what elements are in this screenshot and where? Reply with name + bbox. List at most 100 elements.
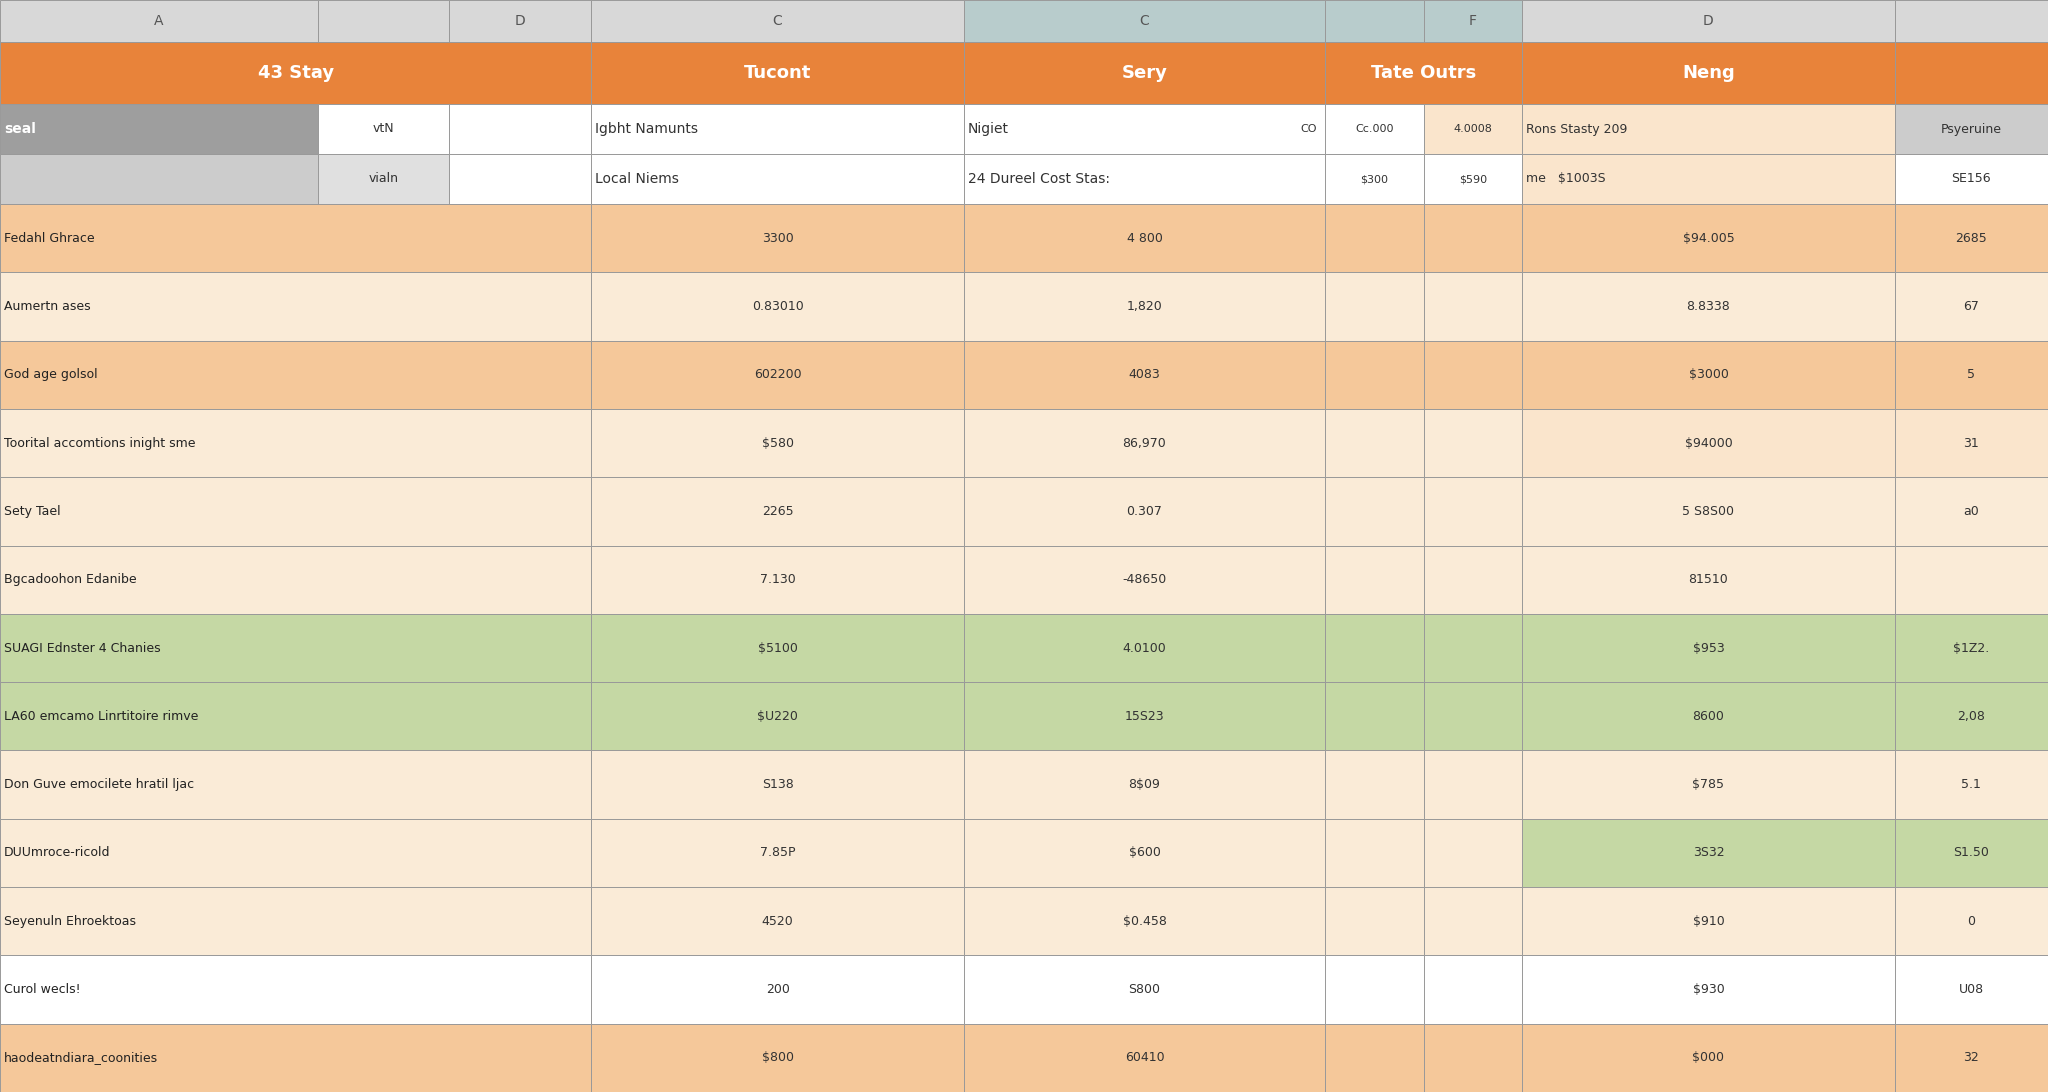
Text: Nigiet: Nigiet bbox=[969, 122, 1010, 136]
Bar bbox=[0, 0, 317, 41]
Bar bbox=[1522, 750, 1894, 819]
Bar bbox=[592, 477, 965, 546]
Bar bbox=[1423, 614, 1522, 682]
Bar bbox=[965, 819, 1325, 887]
Text: Rons Stasty 209: Rons Stasty 209 bbox=[1526, 122, 1628, 135]
Bar bbox=[0, 887, 592, 956]
Bar bbox=[592, 682, 965, 750]
Text: 0: 0 bbox=[1968, 915, 1976, 928]
Bar bbox=[965, 546, 1325, 614]
Text: $600: $600 bbox=[1128, 846, 1161, 859]
Text: God age golsol: God age golsol bbox=[4, 368, 98, 381]
Bar bbox=[1325, 819, 1423, 887]
Text: Sery: Sery bbox=[1122, 64, 1167, 82]
Text: Fedahl Ghrace: Fedahl Ghrace bbox=[4, 232, 94, 245]
Bar bbox=[592, 204, 965, 272]
Bar bbox=[965, 1023, 1325, 1092]
Bar bbox=[0, 41, 592, 104]
Bar bbox=[0, 1023, 592, 1092]
Text: $000: $000 bbox=[1692, 1052, 1724, 1065]
Bar bbox=[592, 408, 965, 477]
Bar bbox=[1423, 546, 1522, 614]
Text: 4520: 4520 bbox=[762, 915, 793, 928]
Text: F: F bbox=[1468, 14, 1477, 28]
Bar bbox=[1423, 750, 1522, 819]
Bar bbox=[592, 750, 965, 819]
Bar bbox=[1894, 408, 2048, 477]
Bar bbox=[965, 341, 1325, 408]
Bar bbox=[449, 104, 592, 154]
Bar bbox=[592, 1023, 965, 1092]
Text: LA60 emcamo Linrtitoire rimve: LA60 emcamo Linrtitoire rimve bbox=[4, 710, 199, 723]
Text: 32: 32 bbox=[1964, 1052, 1978, 1065]
Bar bbox=[317, 0, 449, 41]
Bar bbox=[0, 154, 317, 204]
Bar bbox=[1325, 887, 1423, 956]
Bar bbox=[1325, 956, 1423, 1023]
Bar bbox=[317, 154, 449, 204]
Bar bbox=[1325, 204, 1423, 272]
Bar bbox=[317, 104, 449, 154]
Bar bbox=[0, 104, 317, 154]
Text: $785: $785 bbox=[1692, 779, 1724, 791]
Text: Don Guve emocilete hratil ljac: Don Guve emocilete hratil ljac bbox=[4, 779, 195, 791]
Bar bbox=[1423, 477, 1522, 546]
Bar bbox=[592, 956, 965, 1023]
Bar bbox=[0, 614, 592, 682]
Bar bbox=[1894, 956, 2048, 1023]
Text: Tucont: Tucont bbox=[743, 64, 811, 82]
Bar bbox=[965, 104, 1325, 154]
Bar bbox=[592, 41, 965, 104]
Text: 67: 67 bbox=[1964, 300, 1978, 313]
Text: SE156: SE156 bbox=[1952, 173, 1991, 186]
Text: $590: $590 bbox=[1458, 174, 1487, 183]
Bar bbox=[1325, 1023, 1423, 1092]
Text: U08: U08 bbox=[1958, 983, 1985, 996]
Bar bbox=[1522, 408, 1894, 477]
Text: 1,820: 1,820 bbox=[1126, 300, 1163, 313]
Text: S138: S138 bbox=[762, 779, 793, 791]
Bar bbox=[1894, 104, 2048, 154]
Text: S800: S800 bbox=[1128, 983, 1161, 996]
Bar bbox=[1522, 1023, 1894, 1092]
Text: 4083: 4083 bbox=[1128, 368, 1161, 381]
Text: Cc.000: Cc.000 bbox=[1356, 124, 1395, 134]
Text: haodeatndiara_coonities: haodeatndiara_coonities bbox=[4, 1052, 158, 1065]
Text: Neng: Neng bbox=[1681, 64, 1735, 82]
Text: C: C bbox=[1139, 14, 1149, 28]
Bar bbox=[965, 956, 1325, 1023]
Bar bbox=[965, 204, 1325, 272]
Bar bbox=[0, 682, 592, 750]
Bar bbox=[0, 272, 592, 341]
Text: Seyenuln Ehroektoas: Seyenuln Ehroektoas bbox=[4, 915, 135, 928]
Text: -48650: -48650 bbox=[1122, 573, 1167, 586]
Text: CO: CO bbox=[1300, 124, 1317, 134]
Text: 60410: 60410 bbox=[1124, 1052, 1163, 1065]
Text: Sety Tael: Sety Tael bbox=[4, 505, 61, 518]
Bar bbox=[1522, 956, 1894, 1023]
Bar bbox=[1325, 750, 1423, 819]
Text: $94.005: $94.005 bbox=[1683, 232, 1735, 245]
Text: $5100: $5100 bbox=[758, 641, 797, 654]
Text: 2685: 2685 bbox=[1956, 232, 1987, 245]
Text: $300: $300 bbox=[1360, 174, 1389, 183]
Text: 5: 5 bbox=[1968, 368, 1976, 381]
Bar bbox=[1325, 408, 1423, 477]
Text: $3000: $3000 bbox=[1688, 368, 1729, 381]
Text: Local Niems: Local Niems bbox=[596, 173, 680, 186]
Text: 8600: 8600 bbox=[1692, 710, 1724, 723]
Bar bbox=[965, 41, 1325, 104]
Bar bbox=[1325, 546, 1423, 614]
Bar bbox=[1423, 1023, 1522, 1092]
Bar bbox=[1894, 0, 2048, 41]
Bar bbox=[1894, 614, 2048, 682]
Text: 2,08: 2,08 bbox=[1958, 710, 1985, 723]
Text: 24 Dureel Cost Stas:: 24 Dureel Cost Stas: bbox=[969, 173, 1110, 186]
Bar bbox=[1423, 408, 1522, 477]
Text: 602200: 602200 bbox=[754, 368, 801, 381]
Bar bbox=[1522, 204, 1894, 272]
Bar bbox=[592, 272, 965, 341]
Text: Curol wecls!: Curol wecls! bbox=[4, 983, 80, 996]
Bar bbox=[1423, 819, 1522, 887]
Bar bbox=[1522, 887, 1894, 956]
